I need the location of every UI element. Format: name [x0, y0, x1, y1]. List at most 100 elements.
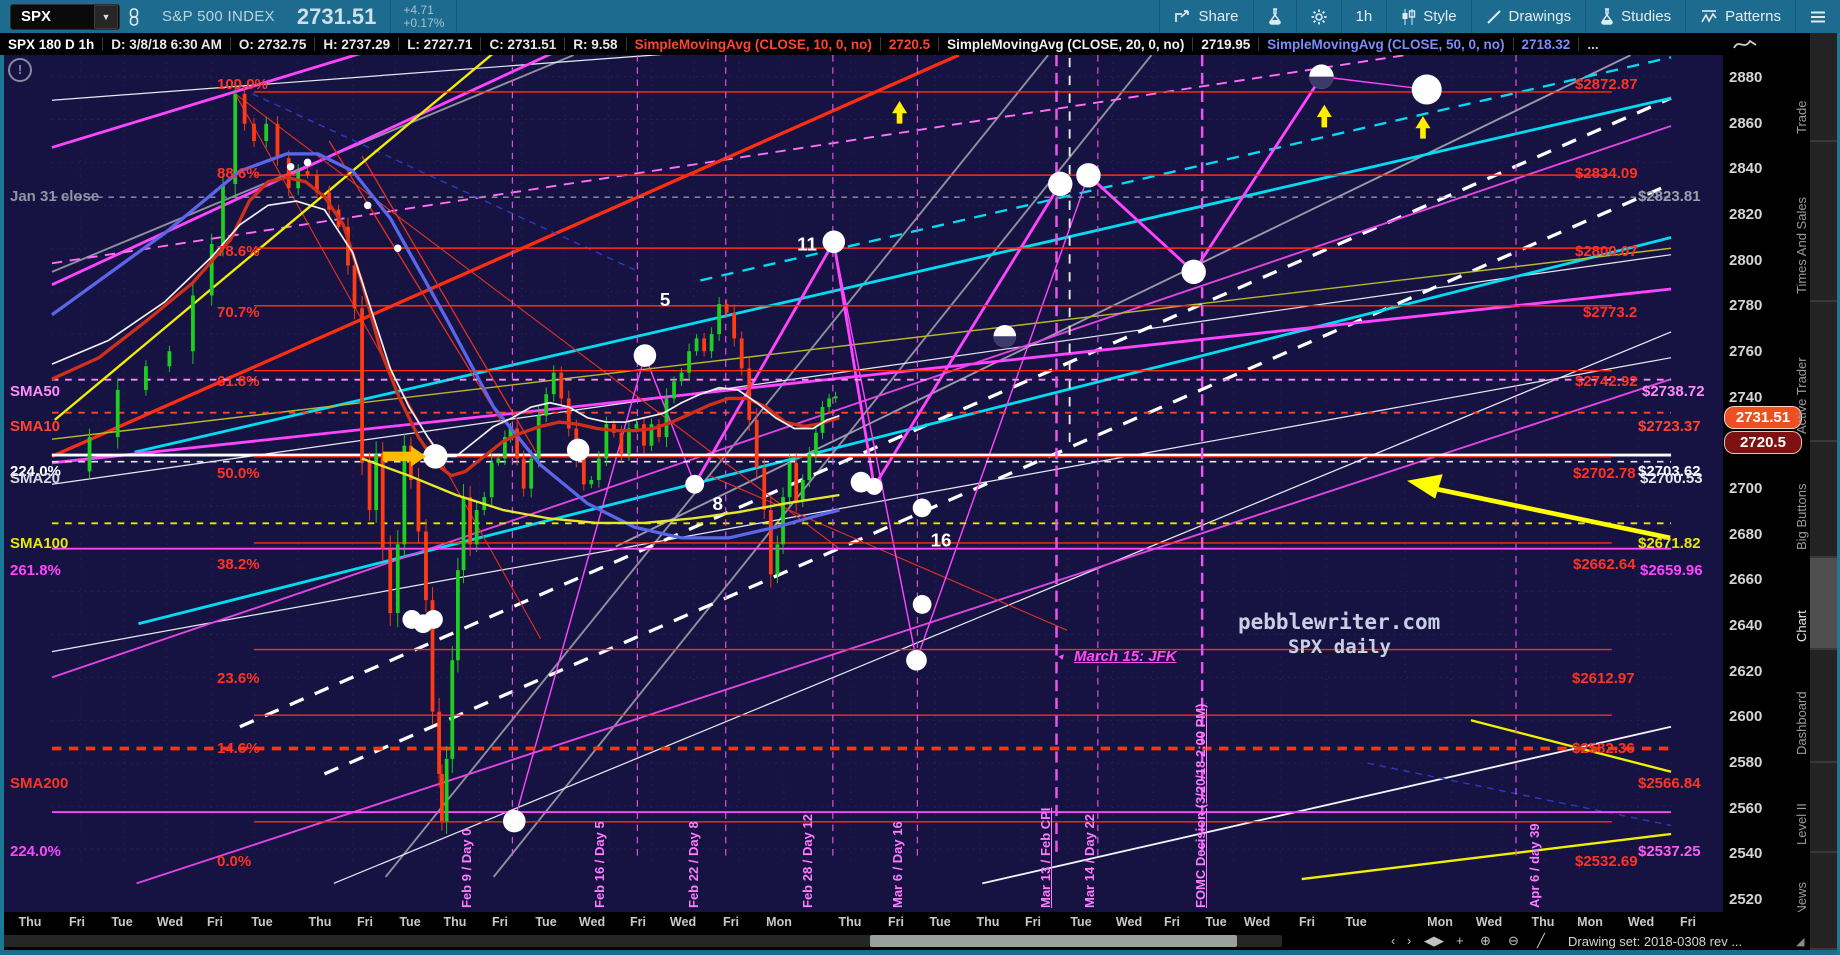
style-button[interactable]: Style: [1386, 0, 1470, 33]
symbol-link-icon[interactable]: [128, 7, 140, 26]
tab-trade[interactable]: Trade: [1794, 33, 1840, 142]
date-label: Fri: [69, 915, 85, 929]
window-edge-right: [1837, 33, 1840, 955]
yellow-ma-curve: [361, 457, 840, 525]
date-label: Thu: [838, 915, 862, 929]
date-label: Fri: [357, 915, 373, 929]
right-sidebar: Trade Times And Sales Active Trader Big But…: [1794, 33, 1840, 950]
menu-button[interactable]: [1795, 0, 1840, 33]
tab-label: Times And Sales: [1794, 197, 1809, 294]
date-label: Tue: [929, 915, 951, 929]
price-tick: 2640: [1729, 616, 1763, 634]
chart-scrollbar[interactable]: [0, 935, 1282, 947]
chart-scrollbar-thumb[interactable]: [870, 935, 1237, 947]
price-tick: 2620: [1729, 662, 1763, 680]
wave-label: 5: [660, 289, 670, 310]
yellow-ma-curve: [361, 457, 840, 525]
price-tick: 2580: [1729, 753, 1763, 771]
level-label-left: 261.8%: [10, 562, 61, 580]
level-label-right: $2612.97: [1572, 669, 1635, 687]
symbol-description: S&P 500 INDEX: [162, 8, 275, 25]
field-divider: [480, 37, 482, 51]
tab-times-and-sales[interactable]: Times And Sales: [1794, 141, 1840, 303]
field-divider: [564, 37, 566, 51]
chart-alert-icon[interactable]: !: [8, 58, 32, 82]
level-label-right: $2662.64: [1573, 556, 1636, 574]
price-axis[interactable]: 2880286028402820280027802760274027202700…: [1723, 55, 1810, 912]
tab-dashboard[interactable]: Dashboard: [1794, 650, 1840, 763]
event-label: Apr 6 / day 39: [1527, 823, 1542, 908]
tab-live-news[interactable]: Live News: [1794, 852, 1840, 950]
menu-icon: [1810, 10, 1826, 24]
symbol-select[interactable]: SPX ▼: [10, 3, 120, 30]
fit-width-icon[interactable]: ◀▶: [1424, 933, 1444, 948]
watermark-site: pebblewriter.com: [1238, 610, 1441, 634]
event-label: Mar 13 / Feb CPI: [1038, 807, 1053, 908]
candles-icon: [1401, 8, 1416, 25]
drawing-tool-icon[interactable]: ╱: [1537, 933, 1545, 948]
tab-active-trader[interactable]: Active Trader: [1794, 302, 1840, 442]
level-label-right: $2537.25: [1638, 842, 1701, 860]
date-label: Fri: [207, 915, 223, 929]
date-label: Wed: [1243, 915, 1271, 929]
tab-level-ii[interactable]: Level II: [1794, 762, 1840, 853]
tab-chart[interactable]: Chart: [1794, 558, 1840, 651]
price-tick: 2820: [1729, 205, 1763, 223]
studies-quick-icon[interactable]: [1732, 36, 1758, 52]
drawings-button[interactable]: Drawings: [1470, 0, 1586, 33]
date-label: Wed: [156, 915, 184, 929]
studies-button[interactable]: Studies: [1585, 0, 1685, 33]
header-field: SimpleMovingAvg (CLOSE, 50, 0, no): [1267, 36, 1505, 52]
scroll-right-icon[interactable]: ›: [1407, 933, 1412, 948]
level-label-left: 88.6%: [217, 164, 260, 182]
level-label-left: SMA200: [10, 775, 69, 793]
field-divider: [229, 37, 231, 51]
share-button[interactable]: Share: [1159, 0, 1252, 33]
tab-label: Active Trader: [1794, 357, 1809, 434]
level-label-left: SMA10: [10, 417, 61, 435]
analyze-button[interactable]: [1252, 0, 1296, 33]
scroll-left-icon[interactable]: ‹: [1391, 933, 1396, 948]
field-divider: [1258, 37, 1260, 51]
event-label: Feb 28 / Day 12: [800, 814, 815, 908]
level-label-right: $2738.72: [1642, 382, 1705, 400]
studies-button-label: Studies: [1621, 8, 1672, 25]
drawings-button-label: Drawings: [1508, 8, 1572, 25]
level-label-right: $2800.07: [1575, 242, 1638, 260]
date-label: Tue: [535, 915, 557, 929]
date-label: Fri: [888, 915, 904, 929]
date-label: Fri: [1025, 915, 1041, 929]
pan-icon[interactable]: +: [1456, 933, 1464, 948]
zoom-in-icon[interactable]: ⊕: [1480, 933, 1491, 948]
level-label-left: Jan 31 close: [10, 188, 100, 206]
pencil-icon: [1486, 9, 1502, 25]
price-tick: 2760: [1729, 342, 1763, 360]
event-note: March 15: JFK: [1074, 648, 1177, 665]
field-divider: [879, 37, 881, 51]
level-label-left: 50.0%: [217, 464, 260, 482]
patterns-button[interactable]: Patterns: [1685, 0, 1795, 33]
date-axis[interactable]: Thu Fri Tue Wed Fri Tue Thu Fri Tue Thu Fri Tue Wed F…: [0, 912, 1810, 933]
level-label-right: $2566.84: [1638, 775, 1701, 793]
field-divider: [398, 37, 400, 51]
level-label-right: $2703.62: [1638, 462, 1701, 480]
chart-area[interactable]: 5 8 11 16: [0, 55, 1723, 912]
change-value: +4.71: [403, 2, 434, 17]
header-field: C: 2731.51: [489, 36, 557, 52]
drawing-set-status: Drawing set: 2018-0308 rev ...: [1568, 934, 1743, 949]
field-divider: [938, 37, 940, 51]
date-label: Mon: [1577, 915, 1603, 929]
zoom-out-icon[interactable]: ⊖: [1508, 933, 1519, 948]
price-tick: 2520: [1729, 890, 1763, 908]
symbol-value: SPX: [21, 8, 52, 25]
chevron-down-icon[interactable]: ▼: [94, 4, 118, 29]
date-label: Wed: [1627, 915, 1655, 929]
tab-big-buttons[interactable]: Big Buttons: [1794, 441, 1840, 559]
price-tick: 2740: [1729, 388, 1763, 406]
timeframe-button[interactable]: 1h: [1340, 0, 1387, 33]
resize-corner-icon[interactable]: ◢: [1796, 936, 1805, 948]
date-label: Fri: [630, 915, 646, 929]
header-field: 2718.32: [1521, 36, 1571, 52]
price-tick: 2800: [1729, 251, 1763, 269]
settings-button[interactable]: [1295, 0, 1341, 33]
